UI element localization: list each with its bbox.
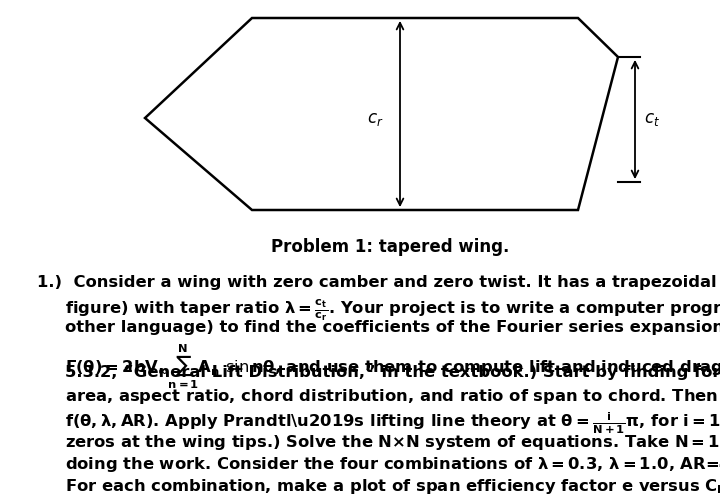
Text: 5.3.2, “General Lift Distribution,” in the textbook.) Start by finding formulas : 5.3.2, “General Lift Distribution,” in t…	[65, 365, 720, 380]
Text: For each combination, make a plot of span efficiency factor e versus $\mathbf{C_: For each combination, make a plot of spa…	[65, 478, 720, 495]
Text: doing the work. Consider the four combinations of $\mathbf{\lambda = 0.3}$, $\ma: doing the work. Consider the four combin…	[65, 455, 720, 474]
Text: $c_t$: $c_t$	[644, 111, 660, 128]
Text: $\mathbf{\Gamma(\theta) = 2bV_\infty \sum_{n=1}^{N} A_n}$ $\mathbf{\sin n\theta}: $\mathbf{\Gamma(\theta) = 2bV_\infty \su…	[65, 343, 720, 392]
Text: $\mathbf{f(\theta, \lambda, AR)}$. Apply Prandtl\u2019s lifting line theory at $: $\mathbf{f(\theta, \lambda, AR)}$. Apply…	[65, 410, 720, 436]
Text: figure) with taper ratio $\mathbf{\lambda = \frac{c_t}{c_r}}$. Your project is t: figure) with taper ratio $\mathbf{\lambd…	[65, 297, 720, 323]
Text: other language) to find the coefficients of the Fourier series expansion of the : other language) to find the coefficients…	[65, 320, 720, 335]
Text: 1.)  Consider a wing with zero camber and zero twist. It has a trapezoidal planf: 1.) Consider a wing with zero camber and…	[37, 275, 720, 290]
Text: area, aspect ratio, chord distribution, and ratio of span to chord. Then find   : area, aspect ratio, chord distribution, …	[65, 388, 720, 406]
Text: Problem 1: tapered wing.: Problem 1: tapered wing.	[271, 238, 509, 256]
Text: $c_r$: $c_r$	[366, 110, 383, 128]
Text: zeros at the wing tips.) Solve the $\mathbf{N}$×$\mathbf{N}$ system of equations: zeros at the wing tips.) Solve the $\mat…	[65, 433, 720, 451]
